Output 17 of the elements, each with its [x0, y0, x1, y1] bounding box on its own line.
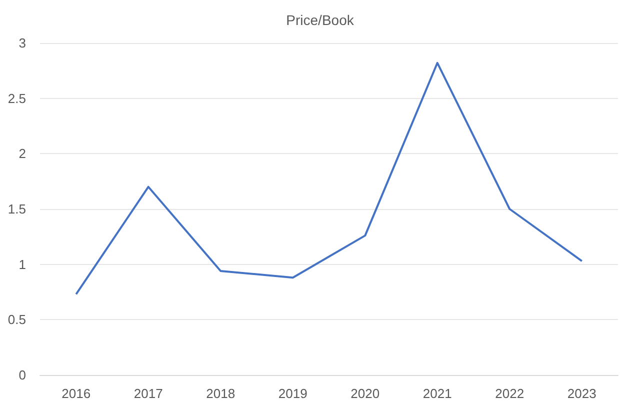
x-tick-label: 2016	[62, 386, 91, 401]
x-tick-label: 2017	[134, 386, 163, 401]
x-tick-label: 2020	[350, 386, 380, 401]
x-tick-label: 2023	[567, 386, 596, 401]
y-tick-label: 2	[18, 146, 26, 162]
y-tick-label: 0	[18, 368, 26, 382]
y-tick-label: 1.5	[8, 202, 26, 216]
x-tick-label: 2022	[495, 386, 524, 401]
line-series	[75, 62, 583, 296]
x-tick-label: 2018	[206, 386, 236, 401]
x-tick-label: 2021	[422, 386, 452, 401]
y-tick-label: 3	[18, 36, 26, 50]
y-tick-label: 0.5	[8, 312, 26, 328]
y-tick-label: 2.5	[8, 90, 26, 106]
chart-title: Price/Book	[286, 12, 355, 28]
y-tick-label: 1	[18, 256, 26, 272]
x-tick-label: 2019	[278, 386, 308, 401]
